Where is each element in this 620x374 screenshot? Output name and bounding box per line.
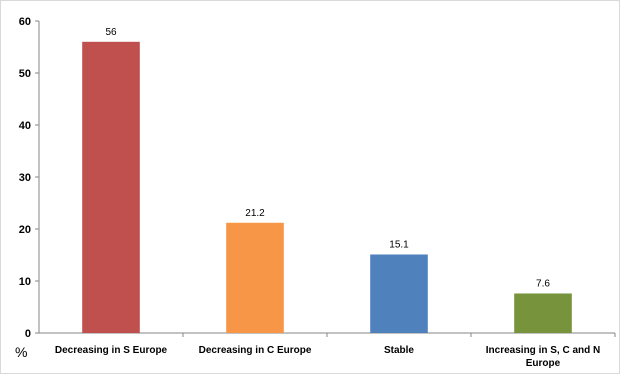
y-tick-label: 10 [19,276,31,288]
data-label: 21.2 [245,208,265,219]
data-labels: 56 21.2 15.1 7.6 [105,27,550,290]
data-label: 7.6 [536,278,550,289]
y-tick-label: 50 [19,68,31,80]
data-label: 15.1 [389,239,409,250]
x-axis [39,332,616,337]
y-tick-label: 40 [19,120,31,132]
y-tick-label: 0 [25,328,31,340]
x-category-label: Stable [384,345,414,356]
bar [514,293,572,333]
category-labels: Decreasing in S Europe Decreasing in C Eu… [55,345,600,369]
bar [226,222,284,333]
data-label: 56 [105,27,117,38]
bar [370,254,428,333]
x-category-label: Decreasing in S Europe [55,345,168,356]
y-tick-label: 20 [19,224,31,236]
bar [82,41,140,334]
x-category-label: Decreasing in C Europe [199,345,312,356]
x-category-label: Increasing in S, C and N Europe [486,345,600,369]
bars [82,41,572,334]
y-axis-unit-label: % [15,344,27,360]
y-axis: 0 10 20 30 40 50 60 [19,16,40,340]
y-tick-label: 30 [19,172,31,184]
y-tick-label: 60 [19,16,31,28]
